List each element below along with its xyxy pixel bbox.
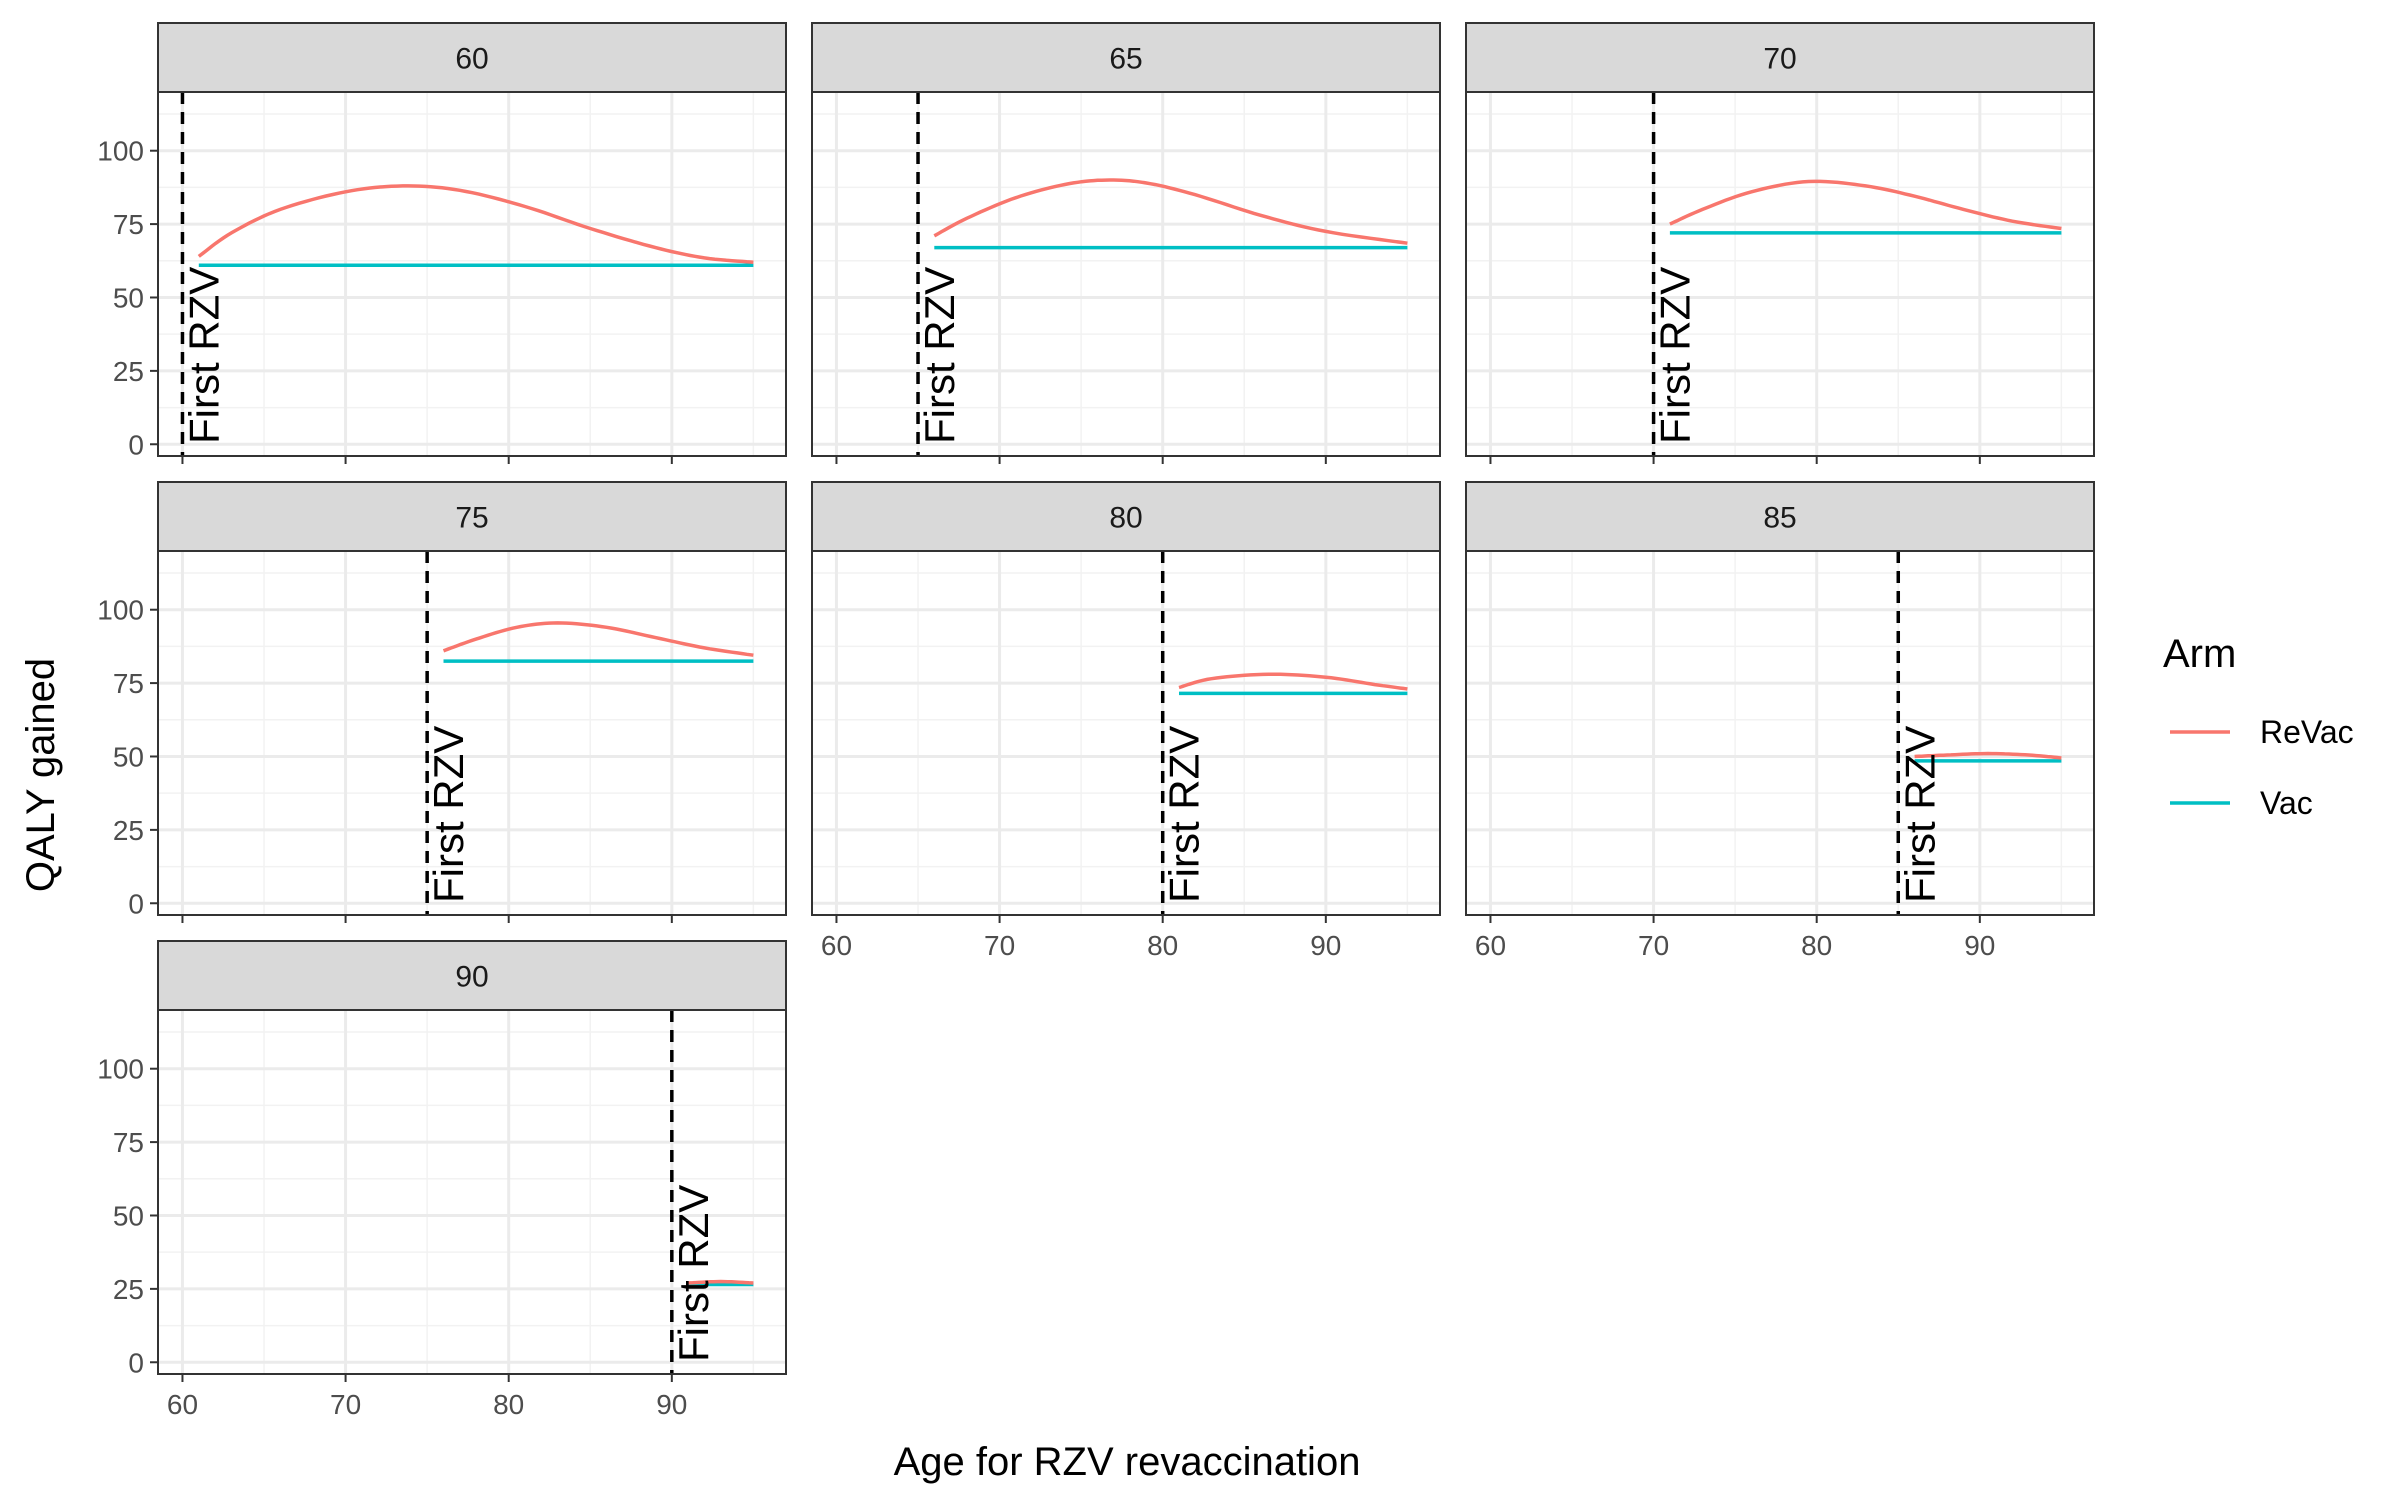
panel-border	[1465, 91, 2095, 457]
panel-border	[157, 550, 787, 916]
first-rzv-label: First RZV	[1161, 726, 1208, 903]
x-tick-label: 80	[1801, 930, 1832, 961]
plot-area	[812, 551, 1440, 915]
y-tick-label: 100	[97, 595, 144, 626]
first-rzv-label: First RZV	[425, 726, 472, 903]
facet-panel-90: 90 First RZV 0 25 50 75 100 60 70 80 90	[97, 940, 787, 1420]
plot-area	[1466, 551, 2094, 915]
facet-strip-label: 75	[455, 502, 488, 535]
first-rzv-label: First RZV	[180, 267, 227, 444]
x-tick-label: 60	[821, 930, 852, 961]
y-tick-label: 25	[113, 356, 144, 387]
panel-border	[1465, 550, 2095, 916]
x-tick-label: 90	[1310, 930, 1341, 961]
plot-area	[158, 1010, 786, 1374]
x-tick-label: 70	[330, 1389, 361, 1420]
facet-panels: 60 First RZV 0 25 50 75 100 65 First RZV 70 First …	[97, 22, 2095, 1420]
y-tick-label: 50	[113, 282, 144, 313]
y-tick-label: 25	[113, 1274, 144, 1305]
y-axis-title: QALY gained	[19, 658, 63, 892]
y-tick-label: 50	[113, 741, 144, 772]
facet-strip	[157, 940, 787, 1011]
plot-area	[812, 92, 1440, 456]
first-rzv-label: First RZV	[1896, 726, 1943, 903]
panel-border	[811, 91, 1441, 457]
x-tick-label: 90	[1964, 930, 1995, 961]
panel-border	[811, 550, 1441, 916]
y-tick-label: 50	[113, 1200, 144, 1231]
series-line-revac	[1914, 751, 2062, 760]
facet-panel-70: 70 First RZV	[1465, 22, 2095, 464]
facet-strip-label: 70	[1763, 43, 1796, 76]
series-line-revac	[933, 178, 1408, 245]
x-tick-label: 70	[1638, 930, 1669, 961]
series-line-revac	[688, 1279, 754, 1285]
facet-strip	[1465, 481, 2095, 552]
x-tick-label: 80	[1147, 930, 1178, 961]
first-rzv-label: First RZV	[916, 267, 963, 444]
facet-panel-80: 80 First RZV 60 70 80 90	[811, 481, 1441, 961]
x-tick-label: 60	[1475, 930, 1506, 961]
y-tick-label: 0	[128, 429, 144, 460]
plot-area	[1466, 92, 2094, 456]
facet-strip	[811, 481, 1441, 552]
panel-border	[157, 1009, 787, 1375]
x-tick-label: 60	[167, 1389, 198, 1420]
y-tick-label: 100	[97, 1054, 144, 1085]
panel-border	[157, 91, 787, 457]
legend-label-revac: ReVac	[2260, 714, 2354, 750]
facet-strip	[1465, 22, 2095, 93]
legend-label-vac: Vac	[2260, 785, 2313, 821]
y-tick-label: 75	[113, 1127, 144, 1158]
legend: Arm ReVac Vac	[2163, 632, 2354, 821]
series-line-revac	[197, 184, 754, 265]
first-rzv-label: First RZV	[670, 1185, 717, 1362]
series-line-revac	[1669, 179, 2062, 231]
y-tick-label: 25	[113, 815, 144, 846]
x-axis-title: Age for RZV revaccination	[894, 1440, 1361, 1484]
facet-strip	[811, 22, 1441, 93]
y-tick-label: 75	[113, 209, 144, 240]
series-line-revac	[442, 621, 754, 657]
y-tick-label: 0	[128, 1347, 144, 1378]
y-tick-label: 100	[97, 136, 144, 167]
y-tick-label: 75	[113, 668, 144, 699]
first-rzv-label: First RZV	[1652, 267, 1699, 444]
facet-strip	[157, 481, 787, 552]
facet-strip-label: 85	[1763, 502, 1796, 535]
y-tick-label: 0	[128, 888, 144, 919]
plot-area	[158, 551, 786, 915]
facet-panel-75: 75 First RZV 0 25 50 75 100	[97, 481, 787, 923]
facet-panel-60: 60 First RZV 0 25 50 75 100	[97, 22, 787, 464]
x-tick-label: 90	[656, 1389, 687, 1420]
facet-strip	[157, 22, 787, 93]
facet-strip-label: 90	[455, 961, 488, 994]
x-tick-label: 80	[493, 1389, 524, 1420]
facet-strip-label: 65	[1109, 43, 1142, 76]
series-line-revac	[1178, 672, 1408, 691]
facet-panel-85: 85 First RZV 60 70 80 90	[1465, 481, 2095, 961]
facet-panel-65: 65 First RZV	[811, 22, 1441, 464]
x-tick-label: 70	[984, 930, 1015, 961]
facet-strip-label: 80	[1109, 502, 1142, 535]
legend-title: Arm	[2163, 632, 2236, 676]
plot-area	[158, 92, 786, 456]
facet-strip-label: 60	[455, 43, 488, 76]
